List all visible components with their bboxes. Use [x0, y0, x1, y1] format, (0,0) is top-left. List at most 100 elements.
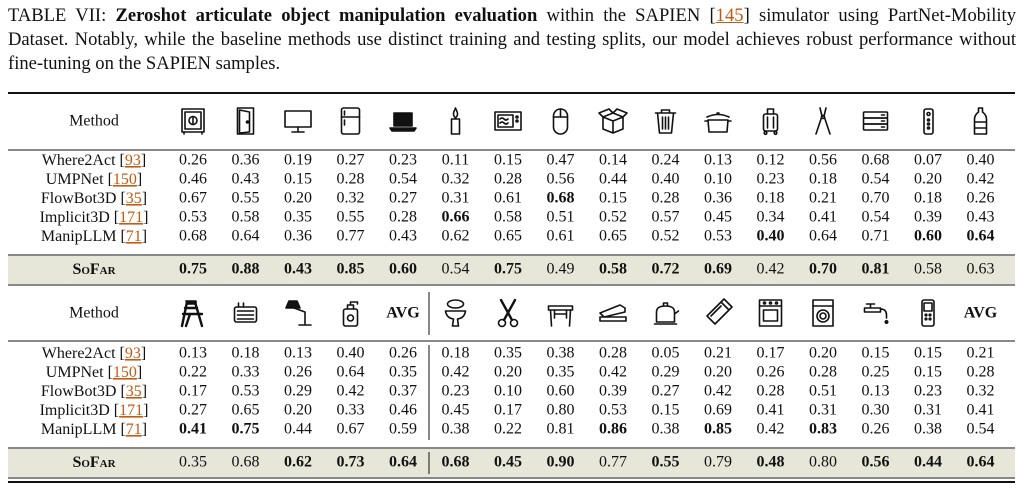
object-icon: [285, 300, 312, 326]
citation[interactable]: 150: [113, 364, 137, 381]
cell-value: 0.53: [179, 209, 207, 226]
citation[interactable]: 35: [126, 383, 142, 400]
cell-value: 0.38: [547, 345, 575, 362]
cell-value: 0.53: [599, 402, 627, 419]
cell-value: 0.42: [704, 383, 732, 400]
cell-value: 0.77: [599, 454, 627, 471]
method-text: ]: [143, 402, 148, 419]
cell-value: 0.23: [914, 383, 942, 400]
cell-value: 0.28: [652, 190, 680, 207]
cell-value: 0.14: [599, 152, 627, 169]
cell-value: 0.41: [967, 402, 995, 419]
cell-value: 0.81: [547, 421, 575, 438]
cell-value: 0.21: [809, 190, 837, 207]
cell-value: 0.15: [494, 152, 522, 169]
cell-value: 0.52: [599, 209, 627, 226]
caption: TABLE VII: Zeroshot articulate object ma…: [8, 4, 1016, 76]
citation[interactable]: 145: [715, 5, 744, 26]
citation[interactable]: 93: [125, 345, 141, 362]
cell-value: 0.42: [442, 364, 470, 381]
method-text: ManipLLM [: [41, 421, 126, 438]
cell-value: 0.42: [967, 171, 995, 188]
citation[interactable]: 171: [119, 209, 143, 226]
cell-value: 0.15: [284, 171, 312, 188]
citation[interactable]: 171: [119, 402, 143, 419]
cell-value: 0.21: [704, 345, 732, 362]
object-icon: [812, 299, 834, 327]
object-icon: [863, 303, 889, 324]
cell-value: 0.58: [914, 261, 942, 278]
cell-value: 0.45: [704, 209, 732, 226]
cell-value: 0.67: [337, 421, 365, 438]
cell-value: 0.58: [232, 209, 260, 226]
cell-value: 0.64: [967, 454, 995, 471]
cell-value: 0.15: [914, 345, 942, 362]
citation[interactable]: 93: [125, 152, 141, 169]
cell-value: 0.10: [704, 171, 732, 188]
method-text: Where2Act [: [42, 152, 125, 169]
object-icon: [494, 111, 522, 131]
method-text: FlowBot3D [: [41, 190, 126, 207]
method-name: UMPNet [150]: [46, 364, 142, 381]
caption-text: within the SAPIEN [: [537, 5, 716, 26]
cell-value: 0.64: [337, 364, 365, 381]
method-text: ManipLLM [: [41, 228, 126, 245]
citation[interactable]: 150: [113, 171, 137, 188]
cell-value: 0.27: [652, 383, 680, 400]
method-text: Implicit3D [: [40, 209, 120, 226]
cell-value: 0.20: [704, 364, 732, 381]
method-text: UMPNet [: [46, 171, 113, 188]
cell-value: 0.35: [547, 364, 575, 381]
cell-value: 0.45: [442, 402, 470, 419]
cell-value: 0.80: [547, 402, 575, 419]
cell-value: 0.26: [862, 421, 890, 438]
object-icon: [236, 107, 255, 135]
cell-value: 0.15: [599, 190, 627, 207]
header-label: AVG: [386, 305, 420, 322]
cell-value: 0.80: [809, 454, 837, 471]
cell-value: 0.42: [757, 421, 785, 438]
cell-value: 0.85: [704, 421, 732, 438]
object-icon: [762, 108, 779, 136]
cell-value: 0.44: [914, 454, 942, 471]
method-name: FlowBot3D [35]: [41, 190, 147, 207]
method-name: UMPNet [150]: [46, 171, 142, 188]
method-text: ]: [142, 190, 147, 207]
citation[interactable]: 35: [126, 190, 142, 207]
cell-value: 0.18: [914, 190, 942, 207]
object-icon: [862, 111, 889, 131]
cell-value: 0.67: [179, 190, 207, 207]
object-icon: [552, 108, 569, 135]
citation[interactable]: 71: [126, 421, 142, 438]
cell-value: 0.44: [599, 171, 627, 188]
cell-value: 0.21: [967, 345, 995, 362]
object-icon: [340, 107, 361, 135]
cell-value: 0.53: [232, 383, 260, 400]
cell-value: 0.75: [232, 421, 260, 438]
cell-value: 0.41: [179, 421, 207, 438]
cell-value: 0.53: [704, 228, 732, 245]
cell-value: 0.59: [389, 421, 417, 438]
cell-value: 0.28: [809, 364, 837, 381]
citation[interactable]: 71: [126, 228, 142, 245]
cell-value: 0.36: [284, 228, 312, 245]
method-text: UMPNet [: [46, 364, 113, 381]
cell-value: 0.20: [284, 402, 312, 419]
method-name: Where2Act [93]: [42, 152, 146, 169]
cell-value: 0.86: [599, 421, 627, 438]
cell-value: 0.27: [179, 402, 207, 419]
cell-value: 0.57: [652, 209, 680, 226]
cell-value: 0.22: [179, 364, 207, 381]
cell-value: 0.17: [757, 345, 785, 362]
cell-value: 0.54: [967, 421, 995, 438]
object-icon: [923, 108, 934, 135]
method-name: Implicit3D [171]: [40, 402, 149, 419]
cell-value: 0.54: [862, 209, 890, 226]
object-icon: [653, 302, 680, 325]
object-icon: [284, 110, 312, 133]
cell-value: 0.20: [284, 190, 312, 207]
object-icon: [973, 107, 988, 135]
cell-value: 0.46: [179, 171, 207, 188]
cell-value: 0.19: [284, 152, 312, 169]
cell-value: 0.63: [967, 261, 995, 278]
